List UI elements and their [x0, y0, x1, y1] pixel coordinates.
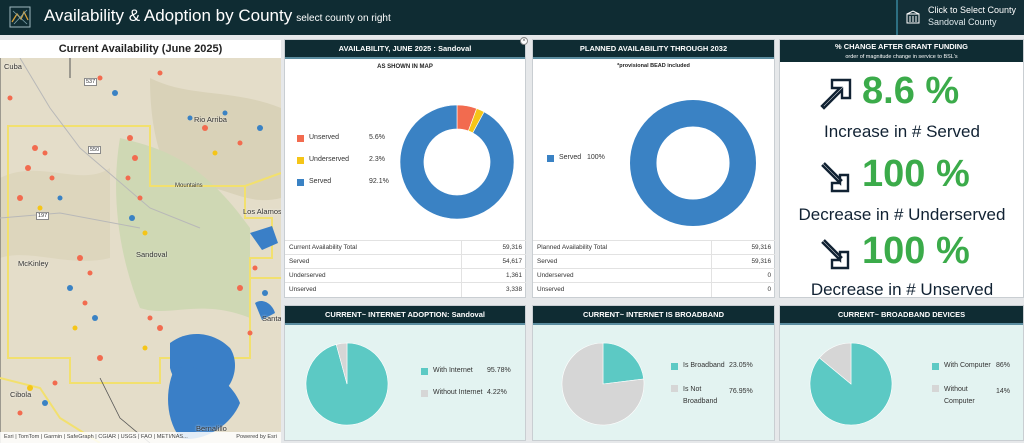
legend-item[interactable]: Served 92.1% [297, 178, 389, 200]
unserved-change-caption: Decrease in # Unserved [810, 280, 994, 299]
adoption-pie-chart[interactable] [305, 342, 389, 426]
change-subheader: order of magnitude change in service to … [780, 53, 1023, 62]
pie-slice-without-computer[interactable] [818, 342, 852, 385]
legend-item[interactable]: Without Computer 14% [932, 384, 1022, 406]
broadband-legend: Is Broadband 23.05% Is Not Broadband 76.95… [671, 362, 771, 406]
map-label-sandoval: Sandoval [136, 250, 168, 259]
table-row: Current Availability Total 59,316 [285, 240, 526, 255]
table-row: Underserved 0 [533, 268, 775, 283]
close-icon[interactable]: × [520, 37, 528, 45]
pie-slice-is-not-broadband[interactable] [561, 342, 645, 426]
map-label-cuba: Cuba [4, 62, 22, 71]
planned-panel: PLANNED AVAILABILITY THROUGH 2032 *provi… [532, 39, 775, 298]
availability-panel: AVAILABILITY, JUNE 2025 : Sandoval × AS … [284, 37, 528, 298]
map-label-bernalillo: Bernalillo [196, 424, 227, 433]
page-title: Availability & Adoption by County select … [44, 6, 391, 25]
map-label-santa-fe: Santa Fe [262, 314, 281, 323]
planned-legend: Served 100% [547, 154, 627, 176]
planned-table: Planned Availability Total 59,316 Served 5… [533, 240, 775, 297]
devices-pie-chart[interactable] [809, 342, 893, 426]
pie-slice-served[interactable] [399, 104, 515, 220]
table-row: Unserved 0 [533, 282, 775, 297]
devices-header: CURRENT~ BROADBAND DEVICES [780, 306, 1023, 323]
adoption-legend: With Internet 95.78% Without Internet 4.22… [421, 367, 521, 411]
availability-donut-chart[interactable] [399, 104, 515, 220]
legend-item[interactable]: With Computer 86% [932, 362, 1022, 384]
arrow-down-right-icon [821, 239, 850, 270]
pie-slice-without-internet[interactable] [335, 342, 348, 385]
adoption-panel: CURRENT~ INTERNET ADOPTION: Sandoval Wit… [284, 305, 526, 441]
legend-swatch [671, 363, 678, 370]
county-selector-button[interactable]: Click to Select County Sandoval County [896, 0, 1024, 35]
table-row: Served 54,617 [285, 254, 526, 269]
served-change-value: 8.6 % [862, 70, 960, 112]
road-shield: 550 [88, 146, 102, 154]
road-shield: 537 [84, 78, 98, 86]
map-label-cibola: Cibola [10, 390, 32, 399]
top-bar: Availability & Adoption by County select … [0, 0, 1024, 35]
pie-slice-with-internet[interactable] [305, 342, 389, 426]
underserved-change-caption: Decrease in # Underserved [798, 205, 1006, 224]
planned-donut-chart[interactable] [629, 99, 757, 227]
pie-slice-served[interactable] [629, 99, 757, 227]
legend-swatch [297, 135, 304, 142]
served-change-caption: Increase in # Served [824, 122, 980, 141]
legend-swatch [932, 363, 939, 370]
availability-legend: Unserved 5.6% Underserved 2.3% Served 92.1% [297, 134, 389, 200]
map-logo-icon [9, 6, 31, 28]
selected-county: Sandoval County [928, 17, 997, 27]
unserved-change-value: 100 % [862, 230, 970, 272]
table-row: Served 59,316 [533, 254, 775, 269]
page-subtitle: select county on right [296, 13, 391, 24]
map-attribution[interactable]: Esri | TomTom | Garmin | SafeGraph | CGI… [0, 432, 281, 443]
adoption-header: CURRENT~ INTERNET ADOPTION: Sandoval [285, 306, 525, 323]
legend-swatch [671, 385, 678, 392]
legend-item[interactable]: Is Not Broadband 76.95% [671, 384, 771, 406]
broadband-pie-chart[interactable] [561, 342, 645, 426]
building-icon [906, 10, 920, 24]
underserved-change-value: 100 % [862, 153, 970, 195]
legend-swatch [297, 179, 304, 186]
legend-item[interactable]: Underserved 2.3% [297, 156, 387, 178]
availability-table: Current Availability Total 59,316 Served 5… [285, 240, 526, 297]
change-header: % CHANGE AFTER GRANT FUNDING [780, 40, 1023, 53]
map-label-los-alamos: Los Alamos [243, 207, 281, 216]
legend-item[interactable]: Served 100% [547, 154, 627, 176]
devices-panel: CURRENT~ BROADBAND DEVICES With Computer… [779, 305, 1024, 441]
availability-map[interactable]: Cuba Rio Arriba Los Alamos Sandoval McKi… [0, 58, 281, 443]
legend-swatch [421, 390, 428, 397]
map-canvas[interactable] [0, 58, 281, 443]
legend-item[interactable]: Unserved 5.6% [297, 134, 387, 156]
table-row: Planned Availability Total 59,316 [533, 240, 775, 255]
availability-header: AVAILABILITY, JUNE 2025 : Sandoval [285, 40, 525, 57]
powered-by-esri: Powered by Esri [236, 434, 277, 440]
broadband-panel: CURRENT~ INTERNET IS BROADBAND Is Broadb… [532, 305, 775, 441]
table-row: Underserved 1,361 [285, 268, 526, 283]
devices-legend: With Computer 86% Without Computer 14% [932, 362, 1022, 406]
pie-slice-is-broadband[interactable] [602, 342, 645, 385]
road-shield: 197 [36, 212, 50, 220]
urban-served-area [168, 226, 278, 439]
legend-swatch [421, 368, 428, 375]
planned-header: PLANNED AVAILABILITY THROUGH 2032 [533, 40, 774, 57]
legend-item[interactable]: With Internet 95.78% [421, 367, 521, 389]
arrow-up-right-icon [820, 78, 852, 110]
arrow-down-right-icon [821, 162, 850, 193]
legend-item[interactable]: Without Internet 4.22% [421, 389, 521, 411]
map-label-rio-arriba: Rio Arriba [194, 115, 227, 124]
legend-swatch [297, 157, 304, 164]
map-label-mckinley: McKinley [18, 259, 49, 268]
broadband-header: CURRENT~ INTERNET IS BROADBAND [533, 306, 774, 323]
availability-note: AS SHOWN IN MAP [377, 64, 433, 70]
table-row: Unserved 3,338 [285, 282, 526, 297]
selector-label: Click to Select County [928, 5, 1017, 15]
map-title: Current Availability (June 2025) [0, 40, 281, 58]
legend-item[interactable]: Is Broadband 23.05% [671, 362, 771, 384]
change-panel: % CHANGE AFTER GRANT FUNDING order of ma… [779, 39, 1024, 299]
map-label-mountains: Mountains [175, 183, 203, 189]
planned-note: *provisional BEAD included [617, 63, 690, 69]
legend-swatch [932, 385, 939, 392]
legend-swatch [547, 155, 554, 162]
service-dots [7, 70, 268, 416]
